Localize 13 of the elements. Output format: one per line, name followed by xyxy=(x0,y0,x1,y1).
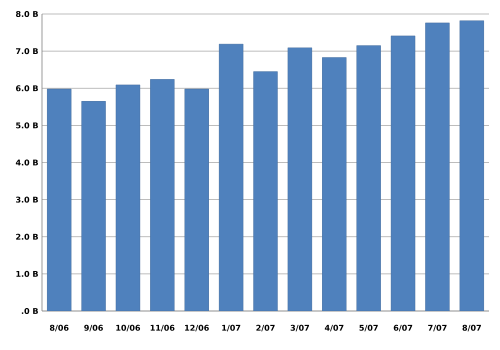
bar xyxy=(390,36,416,311)
bar xyxy=(218,44,244,311)
bar xyxy=(184,88,209,311)
bar xyxy=(460,20,484,311)
bar xyxy=(322,57,346,311)
bar xyxy=(253,71,278,311)
bar xyxy=(116,84,140,311)
bar xyxy=(150,79,175,311)
bar xyxy=(46,88,72,311)
bar xyxy=(425,22,450,311)
bar xyxy=(356,45,381,311)
bar xyxy=(81,101,106,311)
bar xyxy=(288,48,312,311)
